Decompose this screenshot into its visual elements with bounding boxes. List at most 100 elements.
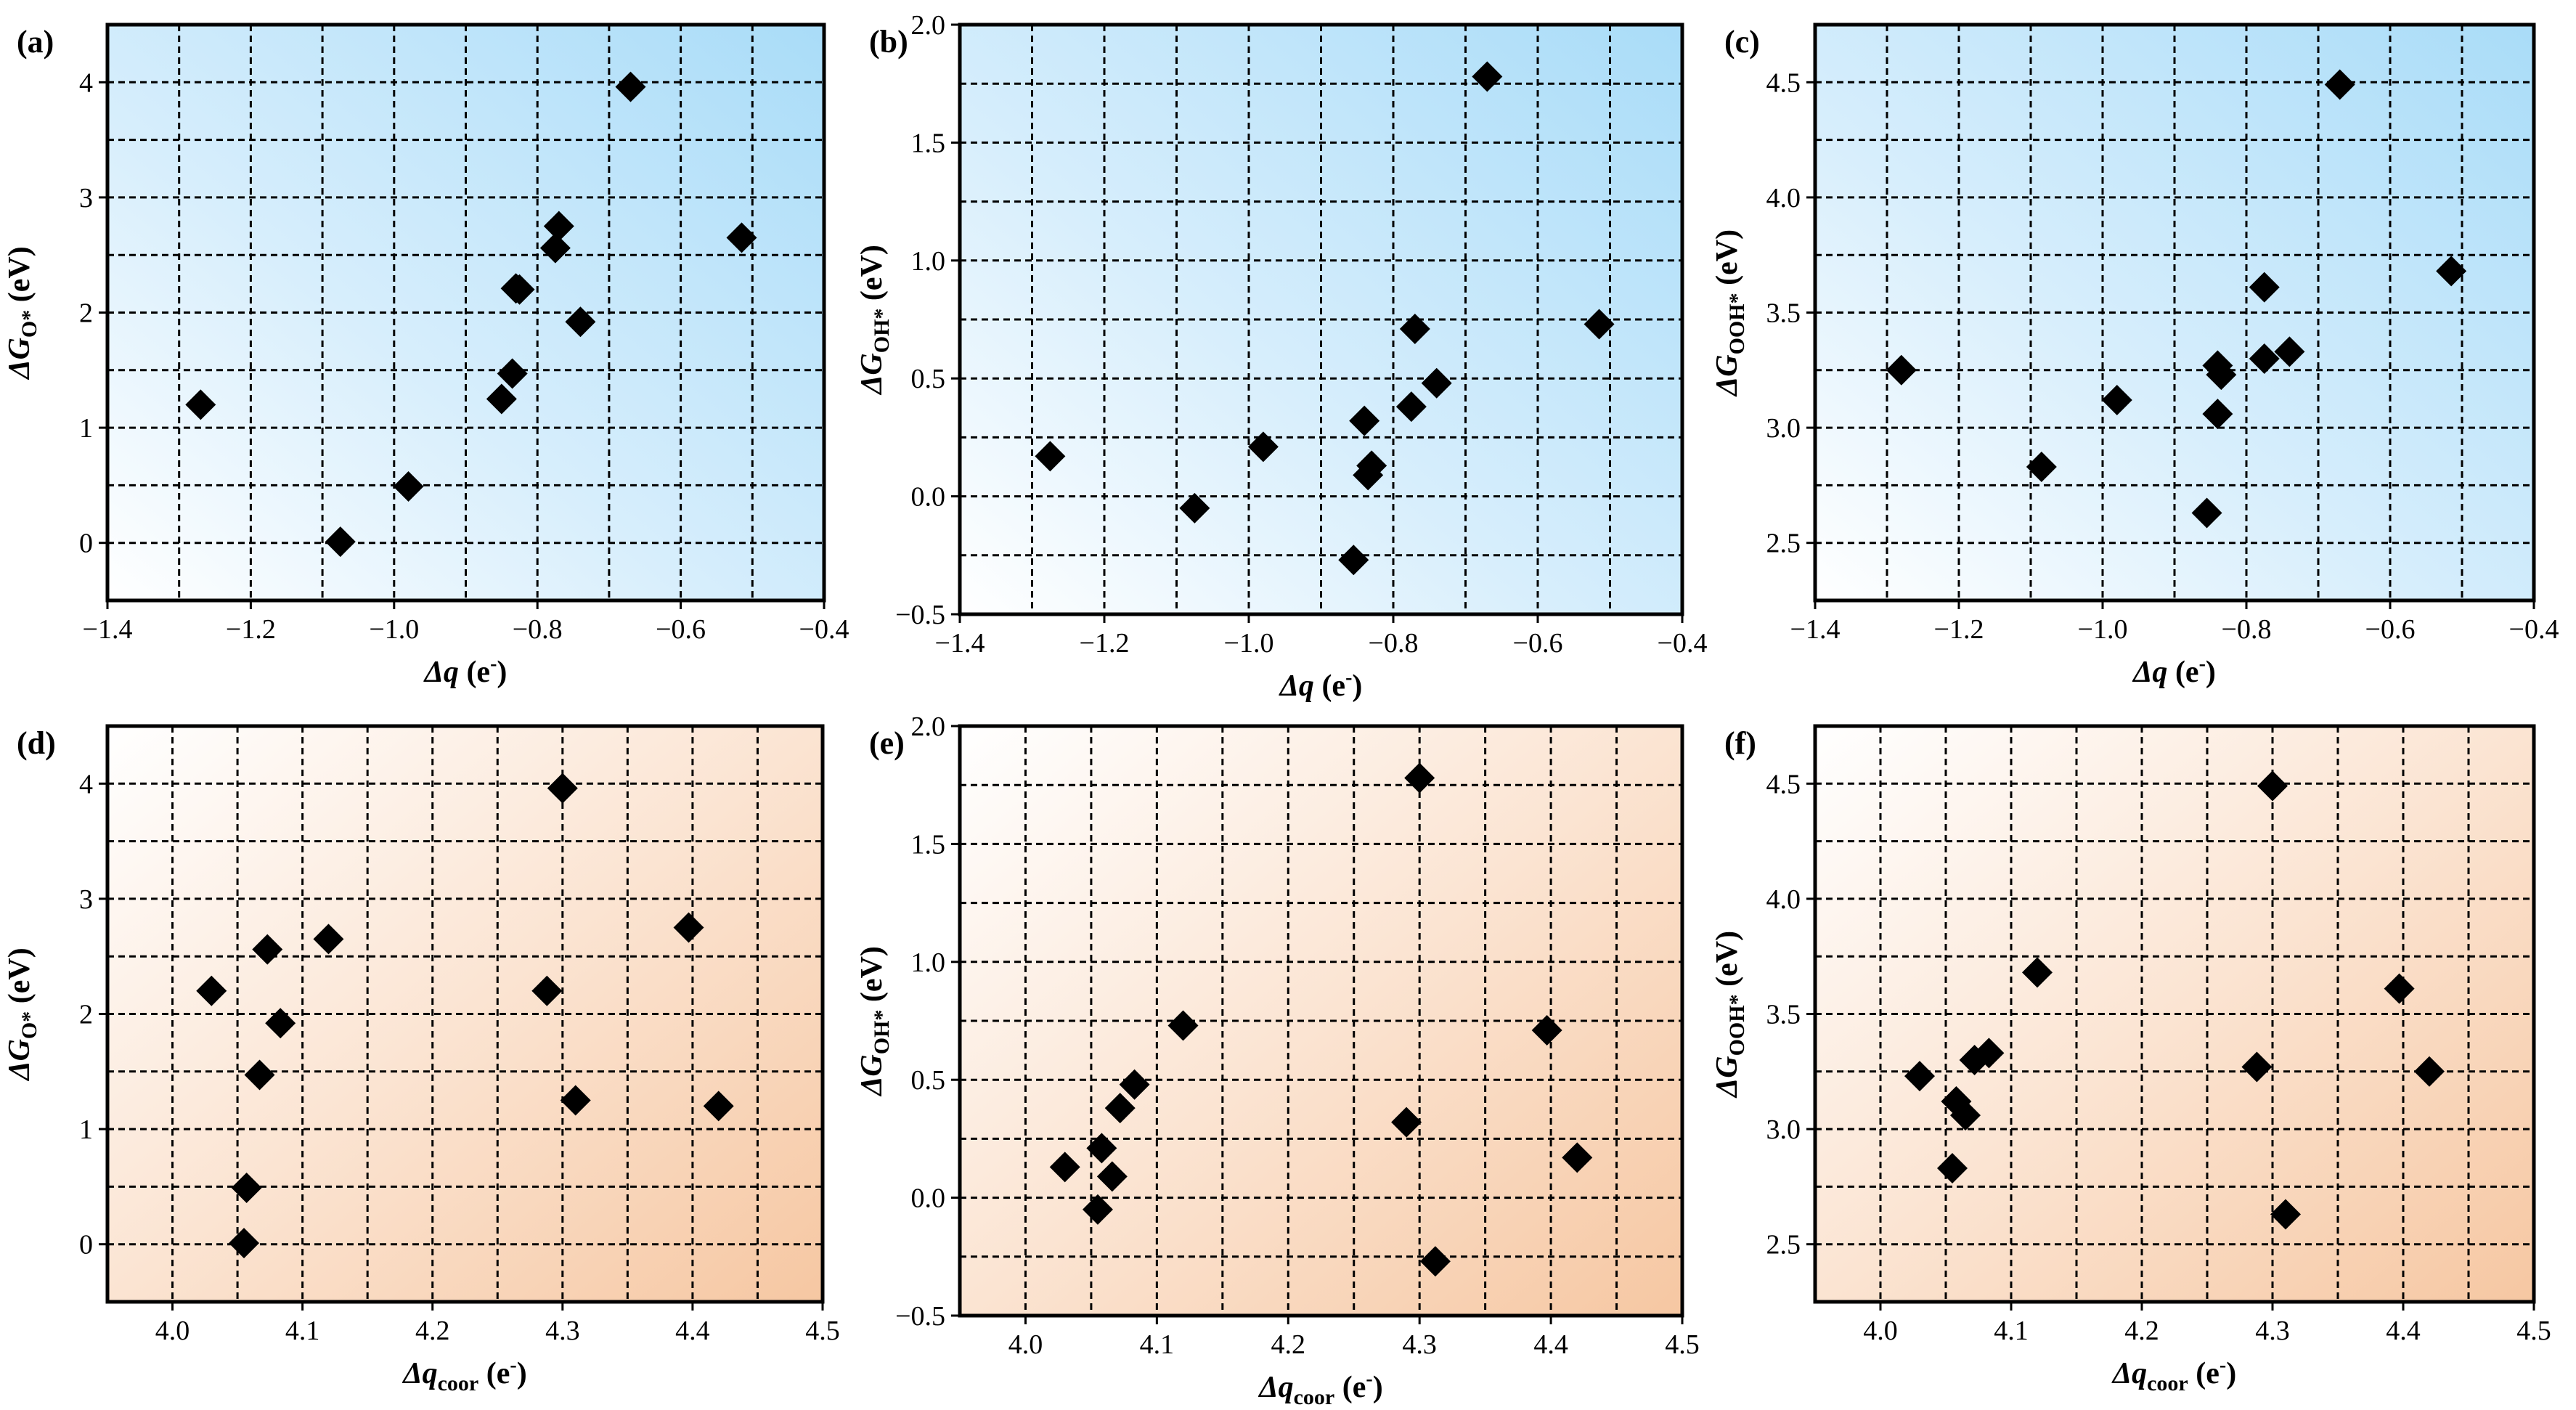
y-axis-label: ΔGO* (eV): [3, 948, 41, 1081]
data-point-diamond: [2324, 69, 2355, 100]
y-tick-label: 2.5: [1766, 529, 1801, 559]
x-axis-label: Δq (e-): [2132, 653, 2216, 689]
y-tick-label: 2.0: [911, 712, 946, 742]
x-axis-label-unit: (e: [1334, 1371, 1366, 1404]
x-axis-label-close: ): [497, 656, 507, 689]
panel-d: 4.0 4.1 4.2 4.3 4.4 4.5 0 1 2 3 4 Δqcoor (e-) ΔGO* (…: [3, 724, 840, 1395]
panel-label: (d): [17, 725, 56, 761]
y-axis-label-main: ΔG: [1711, 1056, 1744, 1099]
data-point-diamond: [1391, 1107, 1422, 1138]
panel-f: 4.0 4.1 4.2 4.3 4.4 4.5 2.5 3.0 3.5 4.0 4.5 Δqcoor …: [1711, 724, 2551, 1395]
y-axis-label-main: ΔG: [855, 1054, 889, 1097]
y-tick-label: 2: [79, 298, 93, 329]
x-tick-label: −1.0: [369, 614, 419, 645]
x-axis-label-unit: (e: [459, 656, 490, 689]
data-point-diamond: [1049, 1152, 1080, 1183]
y-tick-label: 1: [79, 413, 93, 444]
data-point-diamond: [1421, 367, 1452, 399]
x-tick-label: 4.3: [545, 1316, 580, 1346]
x-tick-label: 4.5: [2516, 1316, 2551, 1346]
x-tick-label: 4.5: [1665, 1329, 1700, 1360]
data-point-diamond: [2206, 359, 2237, 391]
x-axis-label-close: ): [1373, 1371, 1383, 1404]
x-tick-label: 4.2: [415, 1316, 450, 1346]
x-axis-label-main: Δq: [423, 656, 459, 689]
y-axis-label-unit: (eV): [855, 946, 889, 1009]
y-axis-label: ΔGOH* (eV): [855, 946, 894, 1097]
y-tick-label: 4.0: [1766, 183, 1801, 213]
x-tick-label: −1.0: [2078, 614, 2128, 645]
data-point-diamond: [1472, 61, 1503, 92]
x-tick-label: −0.4: [799, 614, 849, 645]
data-point-diamond: [560, 1085, 591, 1116]
data-point-diamond: [1104, 1093, 1136, 1124]
y-tick-label: 3.0: [1766, 413, 1801, 444]
x-tick-label: 4.1: [1140, 1329, 1175, 1360]
data-point-diamond: [673, 912, 704, 943]
x-tick-label: −0.8: [1369, 628, 1419, 659]
plot-frame: [958, 724, 1684, 1318]
x-tick-label: 4.4: [2386, 1316, 2421, 1346]
y-tick-label: 0.5: [911, 364, 946, 394]
y-axis-label: ΔGO* (eV): [3, 246, 41, 380]
x-axis-label-unit: (e: [2167, 656, 2198, 689]
x-axis-label-main: Δq: [402, 1357, 437, 1390]
x-tick-label: 4.3: [2255, 1316, 2290, 1346]
x-tick-label: −1.2: [226, 614, 276, 645]
y-tick-label: 0: [79, 1230, 93, 1260]
data-point-diamond: [1086, 1133, 1117, 1164]
data-point-diamond: [2026, 452, 2057, 483]
y-axis-label-unit: (eV): [1711, 931, 1744, 994]
x-tick-label: 4.0: [155, 1316, 190, 1346]
y-tick-label: 1.5: [911, 128, 946, 158]
x-axis-label-close: ): [1352, 669, 1362, 703]
y-axis-label-unit: (eV): [3, 246, 36, 309]
y-tick-label: 0.0: [911, 482, 946, 513]
data-point-diamond: [1119, 1069, 1150, 1100]
data-point-diamond: [543, 211, 574, 242]
data-point-diamond: [1399, 313, 1430, 344]
panel-e: 4.0 4.1 4.2 4.3 4.4 4.5 −0.5 0.0 0.5 1.0 1.5 2.0 Δqc…: [855, 712, 1700, 1409]
y-tick-label: 4: [79, 769, 93, 799]
x-axis-label-close: ): [517, 1357, 527, 1390]
y-tick-label: 3.0: [1766, 1114, 1801, 1145]
y-tick-label: 3: [79, 183, 93, 213]
data-point-diamond: [1886, 354, 1917, 386]
x-tick-label: −0.4: [1658, 628, 1708, 659]
y-axis-label-subscript: OOH*: [1725, 293, 1749, 354]
data-point-diamond: [2274, 336, 2305, 367]
x-tick-label: 4.3: [1402, 1329, 1437, 1360]
y-tick-label: 2.0: [911, 10, 946, 41]
data-point-diamond: [726, 222, 757, 253]
y-tick-label: 4.5: [1766, 769, 1801, 799]
x-axis-label-main: Δq: [1258, 1371, 1293, 1404]
x-axis-label-subscript: coor: [2147, 1372, 2188, 1395]
data-point-diamond: [486, 383, 517, 415]
x-axis-label-close: ): [2206, 656, 2216, 689]
y-tick-label: 3: [79, 884, 93, 915]
y-axis-label-main: ΔG: [3, 338, 36, 380]
panel-c: −1.4 −1.2 −1.0 −0.8 −0.6 −0.4 2.5 3.0 3.5 4.0 4.5 Δ…: [1711, 23, 2559, 689]
y-axis-label: ΔGOH* (eV): [855, 245, 894, 396]
data-point-diamond: [1349, 405, 1380, 436]
x-tick-label: −0.6: [2365, 614, 2416, 645]
x-tick-label: −0.4: [2509, 614, 2559, 645]
y-tick-label: 4.5: [1766, 68, 1801, 98]
data-point-diamond: [313, 924, 344, 955]
x-axis-label: Δq (e-): [1279, 667, 1363, 703]
data-point-diamond: [2384, 973, 2415, 1004]
data-point-diamond: [1167, 1010, 1199, 1041]
data-point-diamond: [504, 274, 535, 305]
y-tick-label: 1.0: [911, 246, 946, 277]
x-axis-label-close: ): [2226, 1357, 2236, 1390]
x-tick-label: 4.0: [1863, 1316, 1898, 1346]
y-tick-label: 4: [79, 68, 93, 98]
x-tick-label: −0.6: [1513, 628, 1563, 659]
y-axis-label-subscript: O*: [17, 1011, 41, 1039]
data-point-diamond: [1247, 431, 1279, 462]
x-tick-label: −1.0: [1224, 628, 1274, 659]
data-point-diamond: [393, 470, 424, 502]
data-point-diamond: [2101, 385, 2132, 416]
x-tick-label: −1.2: [1934, 614, 1984, 645]
